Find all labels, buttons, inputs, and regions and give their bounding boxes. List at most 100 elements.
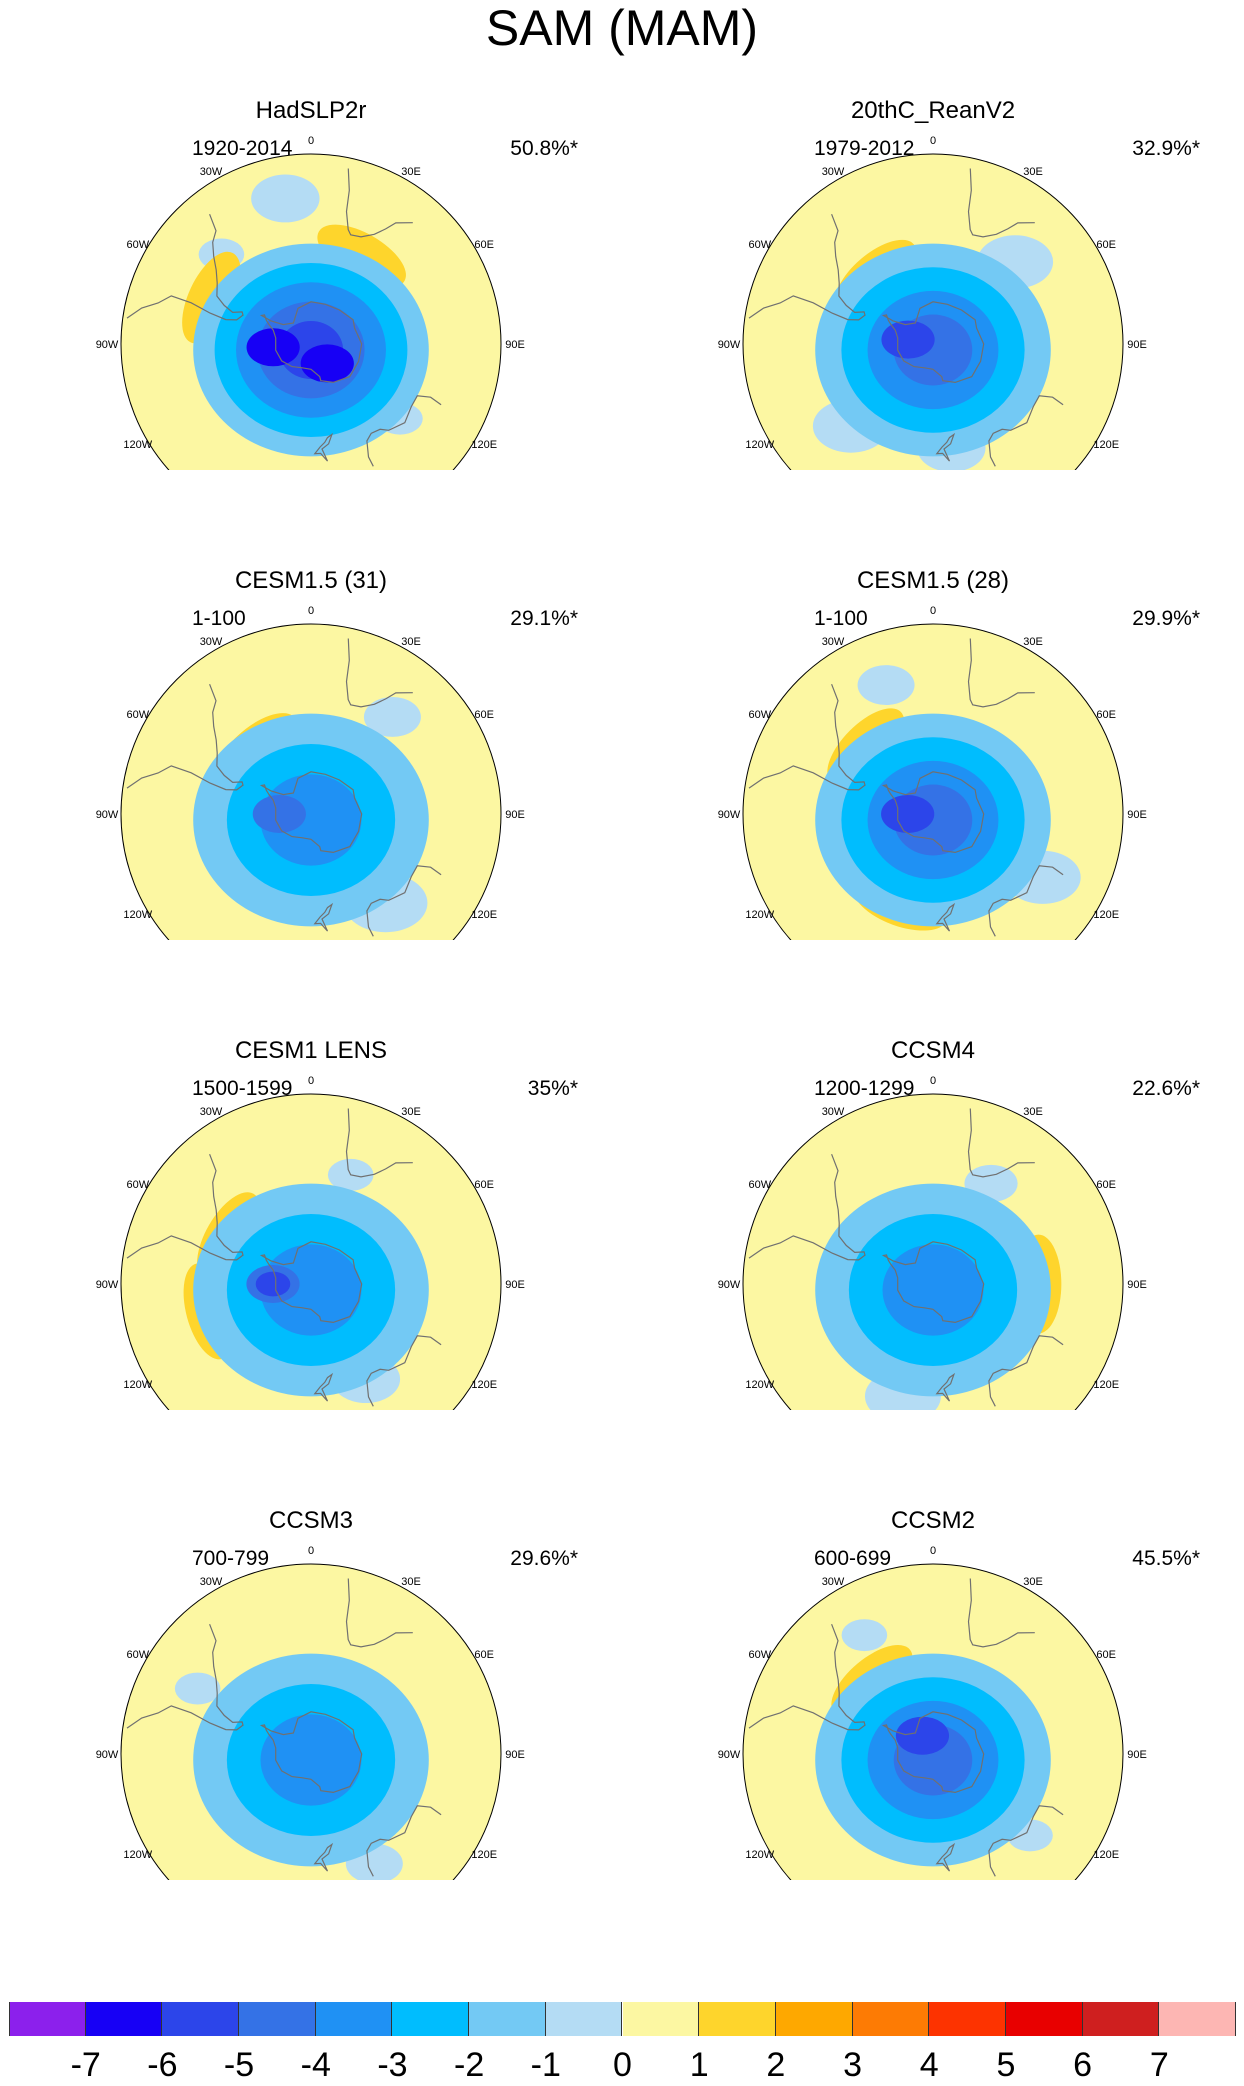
coastline — [967, 1108, 1035, 1178]
longitude-label: 120E — [471, 1379, 497, 1391]
colorbar-tick-label: 7 — [1149, 2046, 1169, 2084]
colorbar-swatch — [545, 2002, 623, 2036]
polar-map: 030E60E90E120E150E180150W120W90W60W30W — [96, 1075, 525, 1410]
colorbar-swatch — [622, 2002, 700, 2036]
longitude-label: 0 — [930, 135, 936, 147]
coastline — [126, 1623, 244, 1731]
longitude-label: 120W — [745, 909, 774, 921]
figure-title: SAM (MAM) — [485, 0, 759, 56]
panel-period: 1200-1299 — [814, 1077, 915, 1100]
panel-variance: 29.6%* — [510, 1547, 578, 1570]
longitude-label: 60E — [474, 1649, 494, 1661]
map-panel: 030E60E90E120E150E180150W120W90W60W30WCE… — [622, 470, 1244, 940]
longitude-label: 60W — [126, 1649, 149, 1661]
panel-period: 600-699 — [814, 1547, 892, 1570]
polar-low-contour — [260, 1714, 362, 1806]
deep-low-contour — [252, 795, 306, 833]
longitude-label: 90W — [718, 1279, 741, 1291]
longitude-label: 0 — [930, 1545, 936, 1557]
longitude-label: 30W — [822, 636, 845, 648]
longitude-label: 30E — [1023, 1576, 1043, 1588]
longitude-label: 90E — [505, 809, 525, 821]
longitude-label: 60W — [748, 1649, 771, 1661]
coastlines — [748, 168, 1064, 467]
coastline — [259, 771, 363, 854]
coastline — [366, 395, 442, 467]
longitude-label: 90W — [718, 1749, 741, 1761]
longitude-label: 30E — [401, 1106, 421, 1118]
coastline — [313, 432, 334, 462]
deep-low-contour — [881, 795, 935, 833]
coastline — [881, 1241, 985, 1324]
longitude-label: 60E — [1096, 1179, 1116, 1191]
coastline — [259, 301, 363, 384]
longitude-label: 30W — [822, 1106, 845, 1118]
longitude-label: 0 — [308, 1545, 314, 1557]
longitude-label: 120W — [123, 1849, 152, 1861]
colorbar-swatch — [469, 2002, 546, 2036]
longitude-label: 120E — [1093, 439, 1119, 451]
coastline — [967, 168, 1035, 238]
coastline — [345, 638, 413, 708]
colorbar-swatch — [239, 2002, 316, 2036]
colorbar-tick-label: -3 — [377, 2046, 408, 2084]
coastline — [935, 1842, 956, 1872]
coastline — [935, 1372, 956, 1402]
coastline — [345, 1108, 413, 1178]
map-boundary — [120, 153, 502, 470]
coastline — [366, 865, 442, 937]
deep-low-contour — [881, 320, 935, 359]
longitude-label: 30E — [1023, 1106, 1043, 1118]
longitude-label: 120W — [745, 1379, 774, 1391]
longitude-label: 120E — [471, 1849, 497, 1861]
colorbar-swatch — [929, 2002, 1006, 2036]
panel-period: 1920-2014 — [192, 137, 293, 160]
coastline — [259, 1711, 363, 1794]
colorbar-tick-label: 1 — [689, 2046, 709, 2084]
coastline — [988, 1335, 1064, 1407]
deep-low-contour — [255, 1271, 291, 1297]
map-panels-grid: 030E60E90E120E150E180150W120W90W60W30WHa… — [0, 97, 1244, 1880]
colorbar-tick-label: 3 — [843, 2046, 862, 2084]
longitude-label: 90W — [96, 1279, 119, 1291]
longitude-label: 90W — [96, 339, 119, 351]
longitude-label: 30W — [200, 1576, 223, 1588]
panel-period: 1-100 — [192, 607, 246, 630]
map-panel: 030E60E90E120E150E180150W120W90W60W30WCE… — [0, 470, 622, 940]
colorbar-swatch — [852, 2002, 930, 2036]
panel-title: CCSM4 — [890, 1037, 975, 1064]
longitude-label: 120W — [745, 439, 774, 451]
colorbar-tick-label: -4 — [300, 2046, 331, 2084]
negative-anomaly-patch — [841, 1619, 888, 1652]
longitude-label: 60W — [126, 1179, 149, 1191]
map-boundary — [120, 1093, 502, 1410]
longitude-label: 30W — [200, 1106, 223, 1118]
coastline — [345, 168, 413, 238]
longitude-label: 90E — [1127, 1749, 1147, 1761]
map-boundary — [742, 153, 1124, 470]
longitude-label: 0 — [930, 1075, 936, 1087]
polar-map: 030E60E90E120E150E180150W120W90W60W30W — [96, 135, 525, 470]
longitude-label: 30W — [200, 636, 223, 648]
longitude-label: 90E — [505, 1749, 525, 1761]
colorbar-tick-label: -1 — [530, 2046, 561, 2084]
coastline — [988, 395, 1064, 467]
coastlines — [126, 1108, 442, 1407]
panel-variance: 29.1%* — [510, 607, 578, 630]
longitude-label: 30E — [401, 1576, 421, 1588]
map-boundary — [742, 1563, 1124, 1880]
colorbar-swatch — [1005, 2002, 1083, 2036]
longitude-label: 90W — [718, 809, 741, 821]
longitude-label: 90E — [1127, 339, 1147, 351]
polar-low-contour — [260, 1244, 362, 1336]
longitude-label: 60W — [126, 709, 149, 721]
longitude-label: 60E — [474, 239, 494, 251]
panel-variance: 35%* — [527, 1077, 578, 1100]
longitude-label: 0 — [308, 605, 314, 617]
longitude-label: 90W — [96, 809, 119, 821]
coastlines — [748, 1578, 1064, 1877]
coastlines — [126, 168, 442, 467]
longitude-label: 30E — [401, 166, 421, 178]
panel-variance: 22.6%* — [1132, 1077, 1200, 1100]
longitude-label: 120W — [123, 439, 152, 451]
